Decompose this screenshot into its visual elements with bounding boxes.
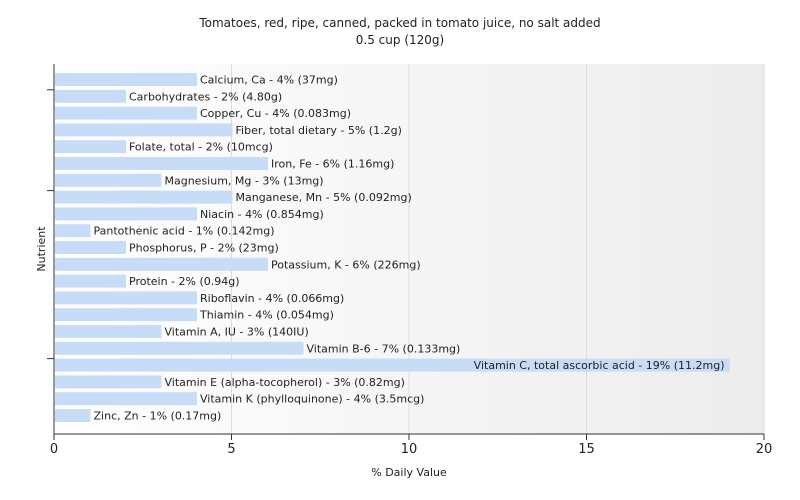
- x-axis-label: % Daily Value: [371, 466, 447, 479]
- y-axis-ticks: [47, 89, 54, 360]
- bar: [55, 241, 126, 254]
- bar-label: Phosphorus, P - 2% (23mg): [129, 242, 279, 255]
- bar-label: Iron, Fe - 6% (1.16mg): [271, 158, 394, 171]
- bar-label: Pantothenic acid - 1% (0.142mg): [94, 225, 275, 238]
- bar-label: Vitamin B-6 - 7% (0.133mg): [307, 342, 461, 355]
- bars: [55, 73, 730, 422]
- x-tick-label: 20: [756, 442, 773, 457]
- bar-label: Thiamin - 4% (0.054mg): [199, 309, 334, 322]
- bar: [55, 73, 197, 86]
- x-tick-label: 0: [50, 442, 58, 457]
- bar: [55, 224, 91, 238]
- bar: [55, 123, 233, 137]
- bar: [55, 89, 126, 103]
- bar-label: Folate, total - 2% (10mcg): [129, 141, 273, 154]
- bar: [55, 140, 126, 154]
- bar-label: Niacin - 4% (0.854mg): [200, 208, 324, 221]
- x-tick-label: 15: [578, 442, 595, 457]
- bar: [55, 392, 197, 406]
- bar-label: Vitamin C, total ascorbic acid - 19% (11…: [474, 359, 725, 372]
- bar-label: Magnesium, Mg - 3% (13mg): [165, 174, 324, 187]
- bar-label: Copper, Cu - 4% (0.083mg): [200, 107, 351, 120]
- x-tick-label: 5: [227, 442, 235, 457]
- bar: [55, 375, 162, 389]
- bar: [55, 341, 304, 355]
- x-tick-label: 10: [401, 442, 418, 457]
- bar: [55, 409, 91, 422]
- bar-label: Riboflavin - 4% (0.066mg): [200, 292, 344, 305]
- bar: [55, 173, 162, 187]
- bar-label: Zinc, Zn - 1% (0.17mg): [94, 410, 222, 423]
- bar: [55, 274, 126, 288]
- bar-label: Carbohydrates - 2% (4.80g): [129, 90, 282, 103]
- bar: [55, 308, 197, 322]
- bar-labels: Calcium, Ca - 4% (37mg) Carbohydrates - 2…: [94, 74, 725, 423]
- bar: [55, 291, 197, 305]
- bar-label: Manganese, Mn - 5% (0.092mg): [236, 191, 412, 204]
- chart-title: Tomatoes, red, ripe, canned, packed in t…: [198, 16, 600, 30]
- chart-subtitle: 0.5 cup (120g): [356, 33, 444, 47]
- bar: [55, 257, 268, 271]
- y-axis-label: Nutrient: [35, 226, 48, 272]
- x-axis-ticks: 0 5 10 15 20: [50, 434, 772, 457]
- bar-label: Calcium, Ca - 4% (37mg): [200, 74, 338, 87]
- bar-label: Fiber, total dietary - 5% (1.2g): [236, 124, 402, 137]
- bar: [55, 157, 268, 170]
- bar-label: Potassium, K - 6% (226mg): [271, 258, 421, 271]
- bar-label: Vitamin K (phylloquinone) - 4% (3.5mcg): [200, 393, 424, 406]
- bar: [55, 106, 197, 120]
- bar: [55, 207, 197, 221]
- bar-label: Vitamin E (alpha-tocopherol) - 3% (0.82m…: [165, 376, 405, 389]
- bar: [55, 325, 162, 338]
- bar: [55, 358, 730, 372]
- bar-label: Protein - 2% (0.94g): [129, 275, 240, 288]
- bar: [55, 190, 233, 204]
- bar-label: Vitamin A, IU - 3% (140IU): [165, 326, 309, 339]
